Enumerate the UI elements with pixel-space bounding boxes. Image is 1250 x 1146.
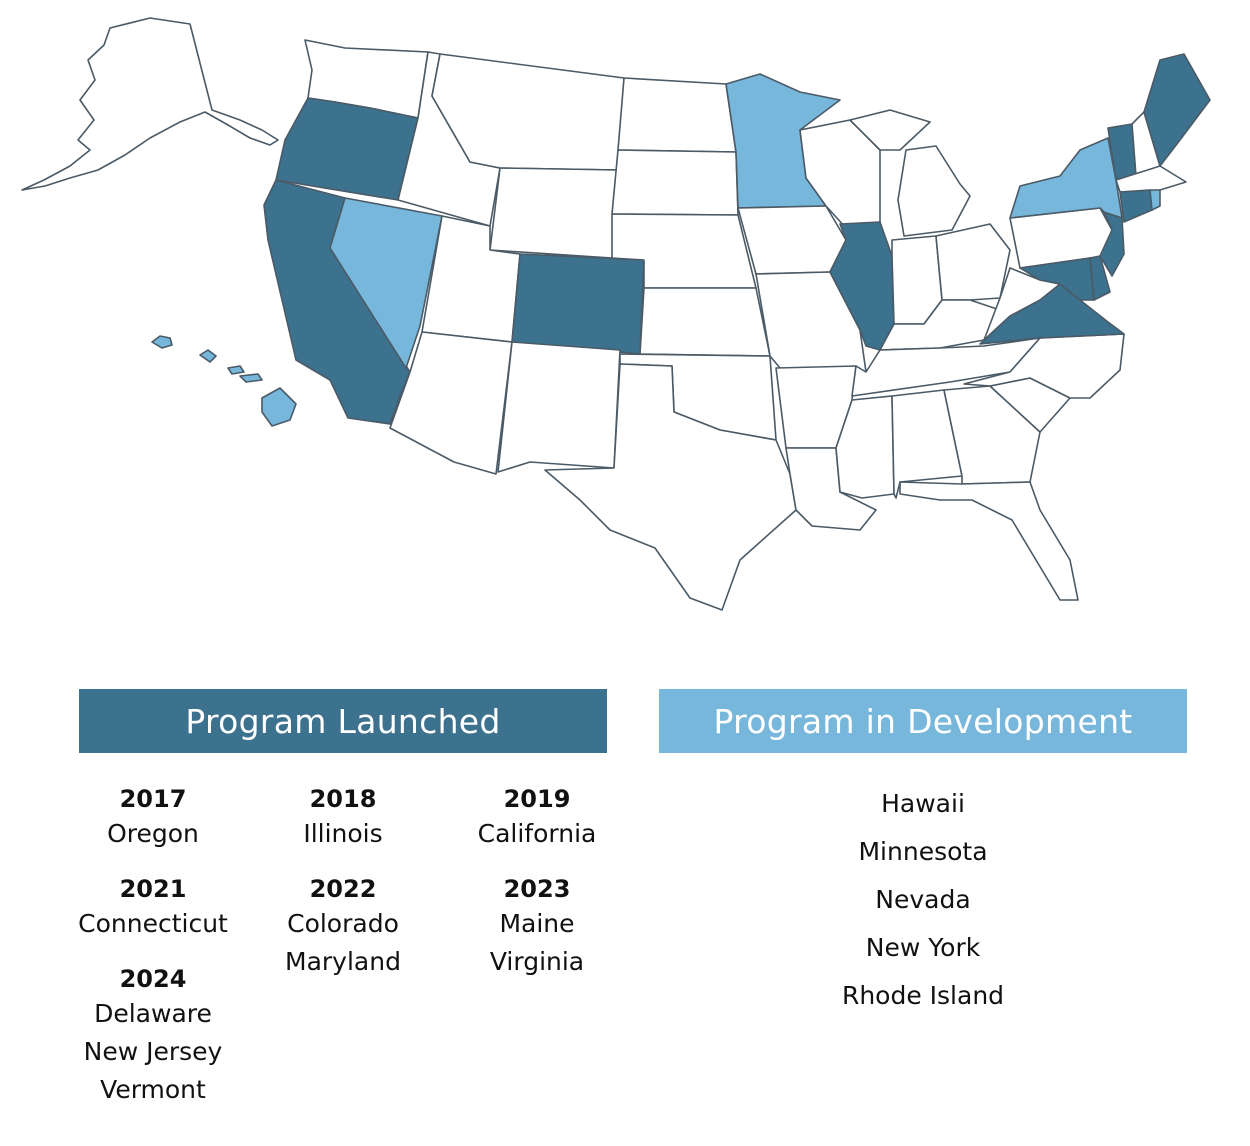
- state-name: California: [477, 819, 597, 848]
- legend-title-launched: Program Launched: [185, 701, 501, 741]
- state-connecticut: [1119, 189, 1153, 223]
- state-name: New Jersey: [83, 1037, 223, 1066]
- year-group: 2019 California: [478, 783, 597, 853]
- state-iowa: [737, 205, 847, 275]
- state-name: Maine: [499, 909, 575, 938]
- state-michigan: [849, 109, 931, 151]
- state-new-mexico: [497, 341, 621, 473]
- state-name: Colorado: [287, 909, 399, 938]
- state-name: Minnesota: [858, 837, 988, 866]
- state-ohio: [935, 223, 1011, 301]
- year-group: 2017 Oregon: [107, 783, 199, 853]
- state-alaska: [21, 17, 279, 191]
- state-name: Nevada: [875, 885, 971, 914]
- year-label: 2023: [503, 875, 571, 903]
- state-name: New York: [865, 933, 981, 962]
- state-hawaii: [261, 387, 297, 427]
- year-group: 2022 Colorado Maryland: [285, 873, 401, 981]
- state-michigan: [897, 145, 971, 237]
- state-hawaii: [151, 335, 173, 349]
- state-tennessee: [851, 337, 1041, 397]
- us-map: [21, 17, 1211, 611]
- year-group: 2024 Delaware New Jersey Vermont: [84, 963, 223, 1109]
- state-name: Virginia: [489, 947, 585, 976]
- state-massachusetts: [1115, 165, 1187, 193]
- legend-header-launched: Program Launched: [79, 689, 607, 753]
- development-list: Hawaii Minnesota Nevada New York Rhode I…: [760, 780, 1086, 1020]
- state-name: Maryland: [285, 947, 401, 976]
- state-florida: [899, 481, 1079, 601]
- state-hawaii: [227, 365, 245, 375]
- state-texas: [544, 363, 797, 611]
- state-kansas: [639, 287, 771, 357]
- state-name: Delaware: [94, 999, 212, 1028]
- state-name: Hawaii: [881, 789, 965, 818]
- year-label: 2017: [119, 785, 187, 813]
- state-name: Rhode Island: [841, 981, 1005, 1010]
- launched-column: 2018 Illinois 2022 Colorado Maryland: [248, 783, 438, 1001]
- legend-header-development: Program in Development: [659, 689, 1187, 753]
- state-name: Illinois: [303, 819, 383, 848]
- launched-column: 2019 California 2023 Maine Virginia: [442, 783, 632, 1001]
- state-name: Oregon: [107, 819, 199, 848]
- state-wyoming: [489, 167, 619, 259]
- year-label: 2018: [309, 785, 377, 813]
- state-hawaii: [239, 373, 263, 383]
- state-delaware: [1089, 255, 1111, 301]
- year-label: 2021: [119, 875, 187, 903]
- year-label: 2022: [309, 875, 377, 903]
- year-group: 2021 Connecticut: [78, 873, 228, 943]
- legend-title-development: Program in Development: [713, 701, 1133, 741]
- year-group: 2018 Illinois: [303, 783, 382, 853]
- state-nevada: [329, 197, 443, 369]
- state-hawaii: [199, 349, 217, 363]
- state-name: Connecticut: [78, 909, 228, 938]
- launched-column: 2017 Oregon 2021 Connecticut 2024 Delawa…: [58, 783, 248, 1129]
- state-south-dakota: [611, 149, 739, 216]
- state-north-dakota: [617, 77, 737, 153]
- state-illinois: [829, 221, 895, 351]
- state-kentucky: [879, 299, 1001, 351]
- state-colorado: [511, 253, 645, 355]
- year-label: 2024: [119, 965, 187, 993]
- state-name: Vermont: [100, 1075, 206, 1104]
- state-new-york: [1009, 137, 1123, 219]
- year-label: 2019: [503, 785, 571, 813]
- year-group: 2023 Maine Virginia: [490, 873, 584, 981]
- state-wisconsin: [799, 119, 881, 229]
- state-rhode-island: [1149, 189, 1161, 211]
- state-oregon: [275, 97, 419, 201]
